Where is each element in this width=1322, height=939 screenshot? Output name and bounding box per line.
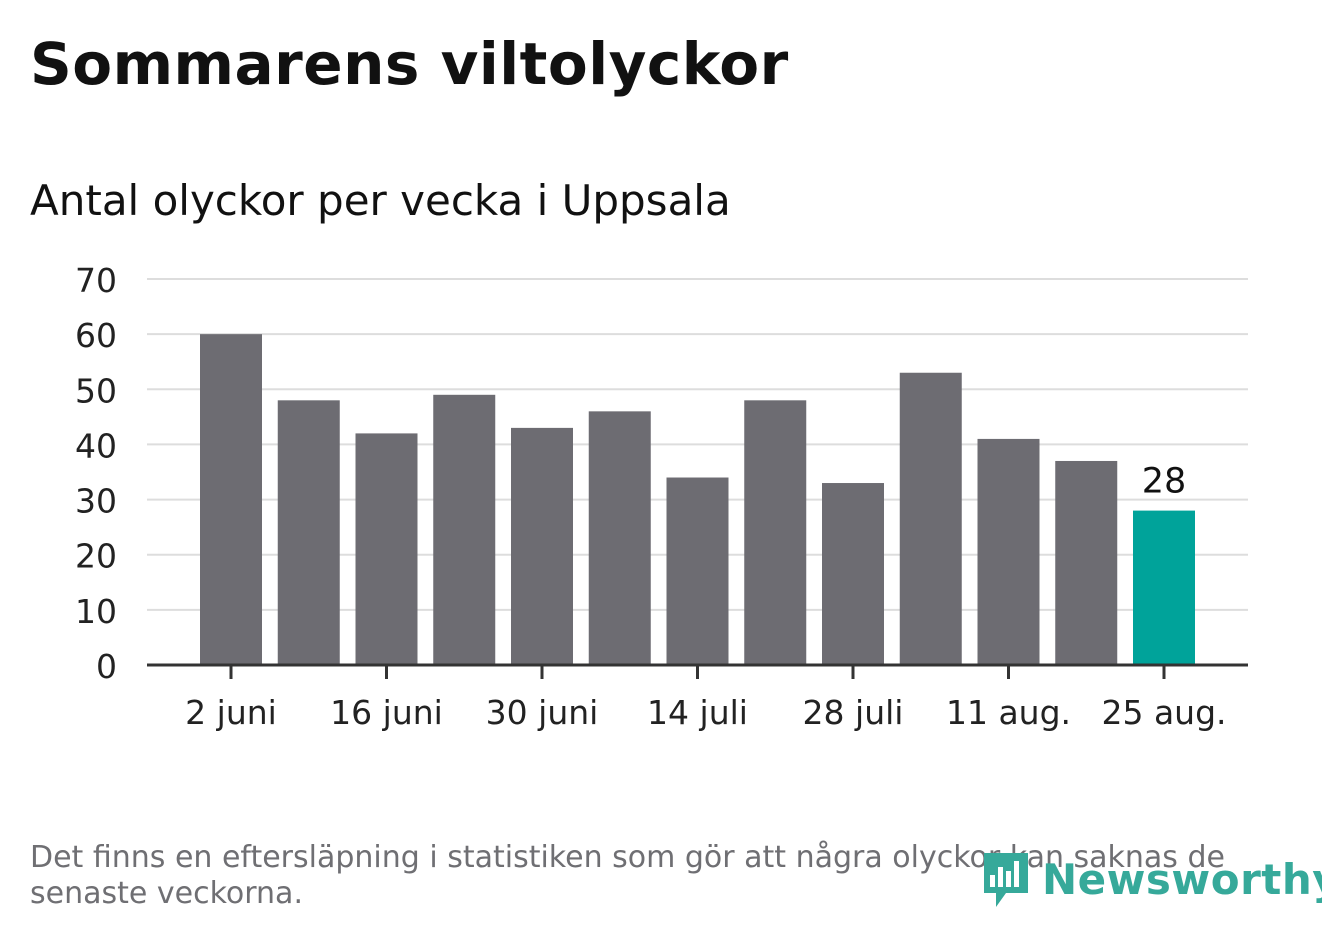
- y-tick-label: 70: [75, 261, 117, 300]
- bar-chart: 0 10 20 30 40 50 60 70 2 juni 16 juni 30 juni 14 ju…: [75, 261, 1248, 732]
- data-label: 28: [1142, 462, 1187, 502]
- x-tick-label: 28 juli: [803, 693, 904, 732]
- x-tick-label: 25 aug.: [1101, 693, 1226, 732]
- bar-30-juni: [511, 427, 573, 665]
- chart-speech-bubble-icon: [984, 853, 1028, 907]
- y-tick-label: 20: [75, 537, 117, 576]
- bar-9-juni: [277, 400, 340, 665]
- x-tick-label: 16 juni: [330, 693, 443, 732]
- x-tick-label: 11 aug.: [946, 693, 1071, 732]
- y-tick-label: 10: [75, 592, 117, 631]
- bar-11-aug-: [977, 438, 1040, 665]
- y-tick-label: 50: [75, 371, 117, 410]
- newsworthy-logo[interactable]: Newsworthy: [980, 848, 1322, 910]
- chart-title: Sommarens viltolyckor: [30, 30, 789, 98]
- x-tick-label: 14 juli: [647, 693, 748, 732]
- y-tick-label: 30: [75, 482, 117, 521]
- chart-subtitle: Antal olyckor per vecka i Uppsala: [30, 176, 731, 225]
- bar-4-aug-: [899, 372, 962, 665]
- logo-text: Newsworthy: [1042, 854, 1322, 904]
- bar-18-aug-: [1055, 460, 1118, 665]
- labels: 0 10 20 30 40 50 60 70 2 juni 16 juni 30 juni 14 ju…: [75, 261, 1227, 732]
- y-tick-label: 60: [75, 316, 117, 355]
- y-tick-label: 40: [75, 426, 117, 465]
- bar-23-juni: [433, 394, 496, 665]
- bars: [200, 334, 1195, 665]
- bar-7-juli: [588, 411, 651, 665]
- bar-2-juni: [200, 334, 262, 665]
- bar-14-juli: [666, 477, 729, 665]
- bar-21-juli: [744, 400, 807, 665]
- bar-28-juli: [822, 483, 884, 665]
- x-tick-label: 2 juni: [185, 693, 277, 732]
- bar-16-juni: [355, 433, 418, 665]
- x-tick-label: 30 juni: [486, 693, 599, 732]
- axes: [147, 663, 1248, 679]
- bar-25-aug-: [1133, 510, 1195, 665]
- y-tick-label: 0: [96, 647, 117, 686]
